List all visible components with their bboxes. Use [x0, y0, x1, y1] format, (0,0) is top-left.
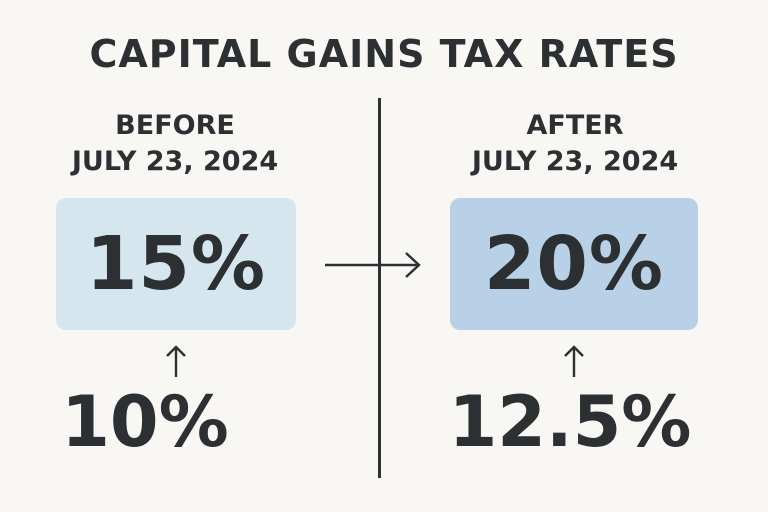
after-heading: AFTER JULY 23, 2024 — [420, 108, 730, 180]
before-heading: BEFORE JULY 23, 2024 — [20, 108, 330, 180]
up-arrow-icon — [564, 345, 584, 377]
up-arrow-icon — [166, 345, 186, 377]
after-rate-box-value: 20% — [483, 221, 665, 307]
before-heading-line2: JULY 23, 2024 — [71, 146, 279, 177]
before-heading-line1: BEFORE — [115, 110, 235, 141]
before-rate-box-value: 15% — [85, 221, 267, 307]
right-arrow-icon — [325, 252, 421, 278]
after-heading-line1: AFTER — [526, 110, 624, 141]
before-lower-rate: 10% — [61, 381, 229, 463]
after-heading-line2: JULY 23, 2024 — [471, 146, 679, 177]
after-lower-rate: 12.5% — [448, 381, 692, 463]
before-rate-box: 15% — [56, 198, 296, 330]
page-title: CAPITAL GAINS TAX RATES — [89, 32, 679, 76]
vertical-divider — [378, 98, 381, 478]
after-rate-box: 20% — [450, 198, 698, 330]
